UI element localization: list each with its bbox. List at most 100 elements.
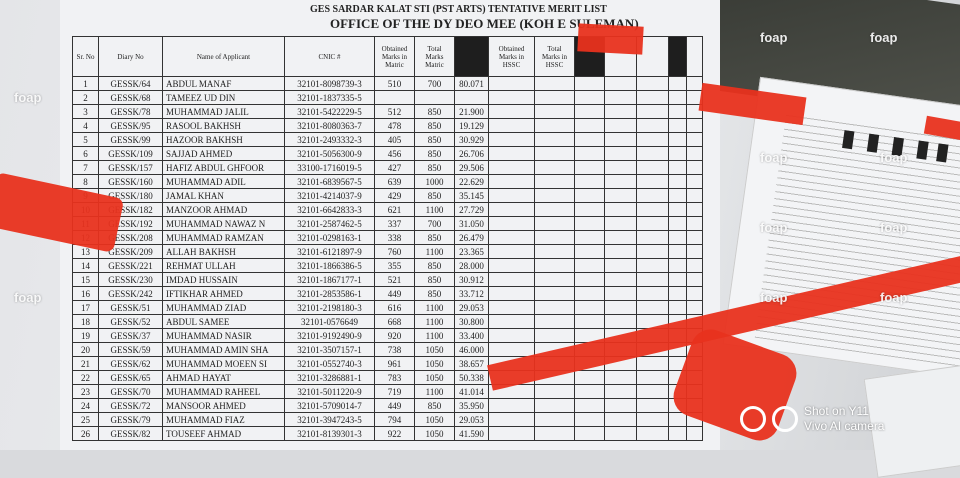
diary-no: GESSK/52 bbox=[98, 314, 163, 329]
cell bbox=[668, 202, 687, 217]
applicant-name: MUHAMMAD NASIR bbox=[162, 328, 285, 343]
diary-no: GESSK/37 bbox=[98, 328, 163, 343]
cell bbox=[534, 104, 575, 119]
cell bbox=[534, 300, 575, 315]
cell bbox=[604, 188, 637, 203]
diary-no: GESSK/160 bbox=[98, 174, 163, 189]
cell bbox=[534, 202, 575, 217]
cnic: 32101-5709014-7 bbox=[284, 398, 375, 413]
col-diary: Diary No bbox=[98, 36, 163, 77]
cell bbox=[636, 272, 669, 287]
cell bbox=[534, 328, 575, 343]
cell bbox=[574, 76, 605, 91]
watermark: foap bbox=[760, 30, 788, 45]
col-matric-obtained: Obtained Marks in Matric bbox=[374, 36, 415, 77]
matric-total: 1100 bbox=[414, 202, 455, 217]
cell bbox=[574, 426, 605, 441]
cell bbox=[636, 216, 669, 231]
matric-obtained: 668 bbox=[374, 314, 415, 329]
matric-total: 850 bbox=[414, 272, 455, 287]
applicant-name: AHMAD HAYAT bbox=[162, 370, 285, 385]
cell bbox=[488, 202, 535, 217]
cell bbox=[488, 314, 535, 329]
col-sr: Sr. No bbox=[72, 36, 99, 77]
cell bbox=[534, 132, 575, 147]
matric-obtained: 922 bbox=[374, 426, 415, 441]
camera-text: Vivo AI camera bbox=[804, 419, 885, 433]
cnic: 32101-3507157-1 bbox=[284, 342, 375, 357]
cell bbox=[488, 342, 535, 357]
cell bbox=[668, 216, 687, 231]
applicant-name: MANZOOR AHMAD bbox=[162, 202, 285, 217]
cell bbox=[574, 132, 605, 147]
matric-obtained: 405 bbox=[374, 132, 415, 147]
diary-no: GESSK/68 bbox=[98, 90, 163, 105]
cell bbox=[534, 258, 575, 273]
cell bbox=[686, 132, 703, 147]
matric-obtained: 355 bbox=[374, 258, 415, 273]
cell bbox=[534, 90, 575, 105]
cnic: 32101-0552740-3 bbox=[284, 356, 375, 371]
cell bbox=[604, 314, 637, 329]
matric-total: 1100 bbox=[414, 384, 455, 399]
matric-obtained: 427 bbox=[374, 160, 415, 175]
applicant-name: JAMAL KHAN bbox=[162, 188, 285, 203]
cell bbox=[636, 398, 669, 413]
col-name: Name of Applicant bbox=[162, 36, 285, 77]
percentage: 80.071 bbox=[454, 76, 489, 91]
watermark: foap bbox=[14, 90, 42, 105]
matric-obtained: 961 bbox=[374, 356, 415, 371]
col-hssc-total: Total Marks in HSSC bbox=[534, 36, 575, 77]
percentage bbox=[454, 90, 489, 105]
cnic: 32101-6642833-3 bbox=[284, 202, 375, 217]
matric-obtained: 456 bbox=[374, 146, 415, 161]
matric-obtained: 920 bbox=[374, 328, 415, 343]
merit-list-sheet: GES SARDAR KALAT STI (PST ARTS) TENTATIV… bbox=[60, 0, 720, 450]
cell bbox=[488, 174, 535, 189]
matric-obtained: 783 bbox=[374, 370, 415, 385]
cell bbox=[534, 244, 575, 259]
cell bbox=[488, 426, 535, 441]
cell bbox=[574, 188, 605, 203]
cell bbox=[534, 230, 575, 245]
applicant-name: ABDUL MANAF bbox=[162, 76, 285, 91]
watermark: foap bbox=[880, 220, 908, 235]
cell bbox=[636, 174, 669, 189]
cell bbox=[636, 258, 669, 273]
applicant-name: ALLAH BAKHSH bbox=[162, 244, 285, 259]
sr-no: 20 bbox=[72, 342, 99, 357]
cnic: 32101-0576649 bbox=[284, 314, 375, 329]
percentage: 41.014 bbox=[454, 384, 489, 399]
matric-obtained: 719 bbox=[374, 384, 415, 399]
cell bbox=[488, 300, 535, 315]
matric-total: 700 bbox=[414, 76, 455, 91]
percentage: 26.706 bbox=[454, 146, 489, 161]
cell bbox=[604, 370, 637, 385]
matric-total: 850 bbox=[414, 118, 455, 133]
cell bbox=[534, 398, 575, 413]
percentage: 27.729 bbox=[454, 202, 489, 217]
cell bbox=[668, 76, 687, 91]
cell bbox=[488, 398, 535, 413]
cell bbox=[534, 118, 575, 133]
table-row: 5 GESSK/99 HAZOOR BAKHSH 32101-2493332-3 405… bbox=[72, 132, 703, 147]
percentage: 35.950 bbox=[454, 398, 489, 413]
cell bbox=[604, 146, 637, 161]
cell bbox=[686, 244, 703, 259]
cell bbox=[636, 356, 669, 371]
percentage: 28.000 bbox=[454, 258, 489, 273]
matric-obtained: 429 bbox=[374, 188, 415, 203]
diary-no: GESSK/230 bbox=[98, 272, 163, 287]
cell bbox=[534, 188, 575, 203]
cnic: 32101-5056300-9 bbox=[284, 146, 375, 161]
cell bbox=[534, 426, 575, 441]
col-hssc-obtained: Obtained Marks in HSSC bbox=[488, 36, 535, 77]
cell bbox=[636, 160, 669, 175]
sr-no: 3 bbox=[72, 104, 99, 119]
cell bbox=[488, 244, 535, 259]
cell bbox=[574, 118, 605, 133]
matric-total bbox=[414, 90, 455, 105]
cell bbox=[686, 216, 703, 231]
matric-total: 1050 bbox=[414, 370, 455, 385]
cnic: 32101-5011220-9 bbox=[284, 384, 375, 399]
